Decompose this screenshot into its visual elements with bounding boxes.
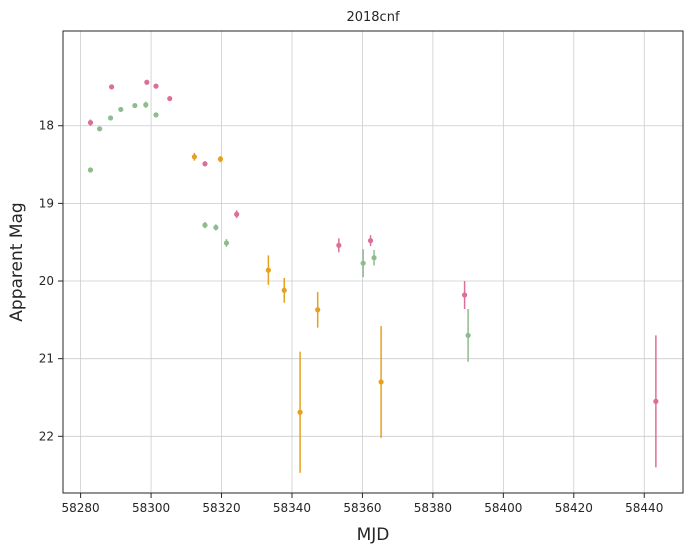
plot-frame: [62, 30, 684, 494]
x-tick-label: 58420: [555, 501, 593, 515]
x-tick-label: 58400: [484, 501, 522, 515]
y-tick-label: 20: [39, 274, 54, 288]
y-tick-label: 19: [39, 196, 54, 210]
green-data-point: [360, 260, 366, 266]
x-tick-label: 58280: [62, 501, 100, 515]
green-data-point: [465, 332, 471, 338]
green-data-point: [87, 167, 94, 173]
pink-data-point: [336, 242, 342, 248]
x-tick-label: 58440: [625, 501, 663, 515]
pink-data-point: [87, 120, 94, 126]
green-data-point: [223, 240, 230, 246]
pink-data-point: [167, 95, 173, 102]
x-axis-title: MJD: [357, 525, 390, 545]
pink-data-point: [653, 398, 659, 404]
pink-data-point: [202, 161, 208, 167]
orange-data-point: [265, 267, 271, 273]
y-tick-label: 22: [39, 429, 54, 443]
orange-data-point: [378, 379, 384, 385]
y-tick-label: 18: [39, 119, 54, 133]
y-axis-title: Apparent Mag: [7, 202, 27, 321]
green-data-point: [97, 126, 103, 132]
pink-data-point: [153, 83, 159, 89]
x-tick-label: 58320: [202, 501, 240, 515]
green-data-point: [153, 112, 159, 118]
pink-data-point: [234, 211, 240, 217]
green-data-point: [143, 102, 149, 108]
orange-data-point: [217, 156, 224, 162]
chart-title: 2018cnf: [346, 10, 399, 25]
pink-data-point: [461, 292, 468, 298]
x-tick-label: 58380: [414, 501, 452, 515]
pink-data-point: [109, 84, 115, 90]
green-data-point: [107, 115, 114, 121]
green-data-point: [202, 222, 208, 228]
data-points: [87, 79, 659, 415]
pink-data-point: [144, 79, 150, 85]
green-data-point: [213, 224, 219, 231]
ticks: 58280 58300 58320 58340 58360 58380 58400 58420…: [39, 119, 664, 515]
orange-data-point: [315, 307, 321, 313]
green-data-point: [118, 106, 124, 113]
orange-data-point: [281, 287, 287, 293]
orange-data-point: [297, 409, 303, 415]
y-tick-label: 21: [39, 352, 54, 366]
x-tick-label: 58360: [343, 501, 381, 515]
orange-data-point: [191, 154, 197, 160]
green-data-point: [371, 255, 377, 261]
x-tick-label: 58300: [132, 501, 170, 515]
x-tick-label: 58340: [273, 501, 311, 515]
green-data-point: [132, 102, 138, 109]
pink-data-point: [367, 238, 374, 244]
